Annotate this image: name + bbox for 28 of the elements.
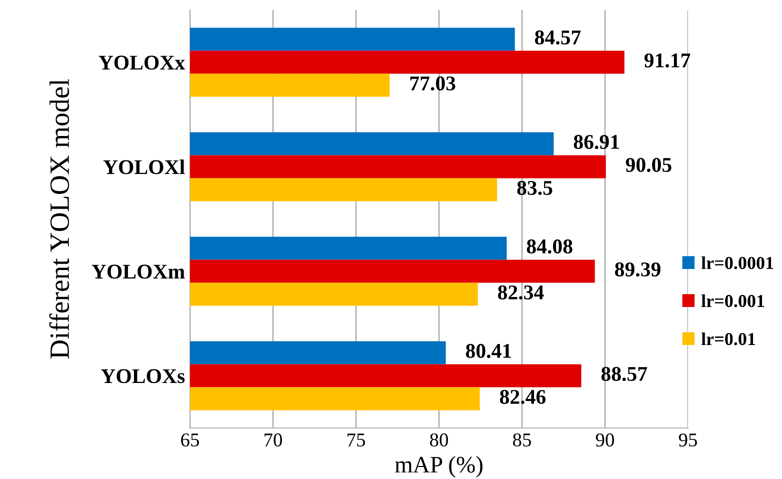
data-label: 88.57 — [601, 366, 648, 382]
legend-label: lr=0.001 — [701, 294, 764, 308]
y-tick-label: YOLOXs — [101, 369, 185, 384]
data-label: 84.57 — [535, 30, 581, 45]
data-label: 91.17 — [644, 53, 690, 68]
y-tick-label: YOLOXm — [92, 264, 185, 279]
x-tick-label: 95 — [678, 433, 697, 447]
data-label: 80.41 — [466, 344, 512, 358]
data-label: 90.05 — [626, 158, 672, 172]
x-tick-label: 65 — [181, 433, 199, 447]
data-label: 86.91 — [574, 134, 619, 150]
x-tick-label: 80 — [430, 433, 448, 447]
data-label: 83.5 — [517, 180, 552, 196]
y-tick-label: YOLOXl — [103, 160, 185, 174]
x-tick-label: 75 — [348, 434, 365, 447]
x-tick-label: 90 — [596, 433, 614, 447]
data-label: 82.46 — [500, 390, 546, 404]
x-tick-label: 70 — [264, 433, 282, 447]
y-axis-title: Different YOLOX model — [49, 79, 70, 359]
legend-label: lr=0.01 — [701, 332, 756, 346]
legend-label: lr=0.0001 — [701, 256, 774, 270]
y-tick-label: YOLOXx — [98, 56, 186, 70]
data-label: 82.34 — [498, 285, 544, 300]
data-label: 84.08 — [526, 239, 572, 254]
data-label: 77.03 — [410, 76, 456, 91]
x-tick-label: 85 — [513, 433, 531, 447]
x-axis-title: mAP (%) — [395, 456, 482, 478]
data-label: 89.39 — [615, 262, 660, 277]
